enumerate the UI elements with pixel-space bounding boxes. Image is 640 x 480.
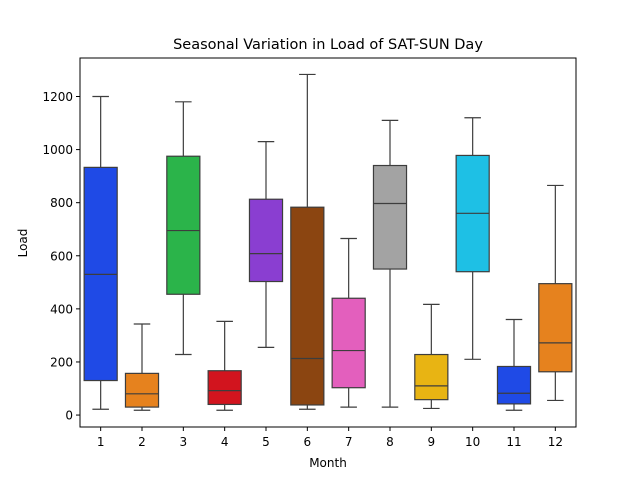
box-month-5 xyxy=(248,198,284,283)
box-month-8 xyxy=(372,164,408,270)
y-tick-label: 1000 xyxy=(42,143,73,157)
box-month-4 xyxy=(207,370,242,406)
box-month-3 xyxy=(166,155,201,295)
x-tick-label: 6 xyxy=(304,435,312,449)
x-tick-label: 2 xyxy=(138,435,146,449)
y-tick-label: 400 xyxy=(50,302,73,316)
box-month-6 xyxy=(290,206,325,406)
x-tick-label: 1 xyxy=(97,435,105,449)
box-month-7 xyxy=(331,297,366,389)
box-month-9 xyxy=(414,353,449,401)
chart-title: Seasonal Variation in Load of SAT-SUN Da… xyxy=(173,37,483,53)
y-tick-label: 0 xyxy=(65,409,73,423)
x-tick-label: 10 xyxy=(465,435,480,449)
plot-frame xyxy=(79,57,577,428)
x-tick-label: 3 xyxy=(180,435,188,449)
x-tick-label: 9 xyxy=(428,435,436,449)
x-tick-label: 8 xyxy=(386,435,394,449)
y-tick-label: 600 xyxy=(50,249,73,263)
y-tick-label: 800 xyxy=(50,196,73,210)
x-axis-label: Month xyxy=(309,456,347,470)
box-month-2 xyxy=(124,372,160,408)
x-tick-label: 12 xyxy=(548,435,563,449)
x-tick-label: 5 xyxy=(262,435,270,449)
box-month-12 xyxy=(538,283,573,373)
y-axis-label: Load xyxy=(16,229,30,258)
x-tick-label: 4 xyxy=(221,435,229,449)
y-tick-label: 200 xyxy=(50,355,73,369)
x-tick-label: 7 xyxy=(345,435,353,449)
y-tick-label: 1200 xyxy=(42,90,73,104)
box-month-11 xyxy=(496,365,532,405)
x-tick-label: 11 xyxy=(506,435,521,449)
